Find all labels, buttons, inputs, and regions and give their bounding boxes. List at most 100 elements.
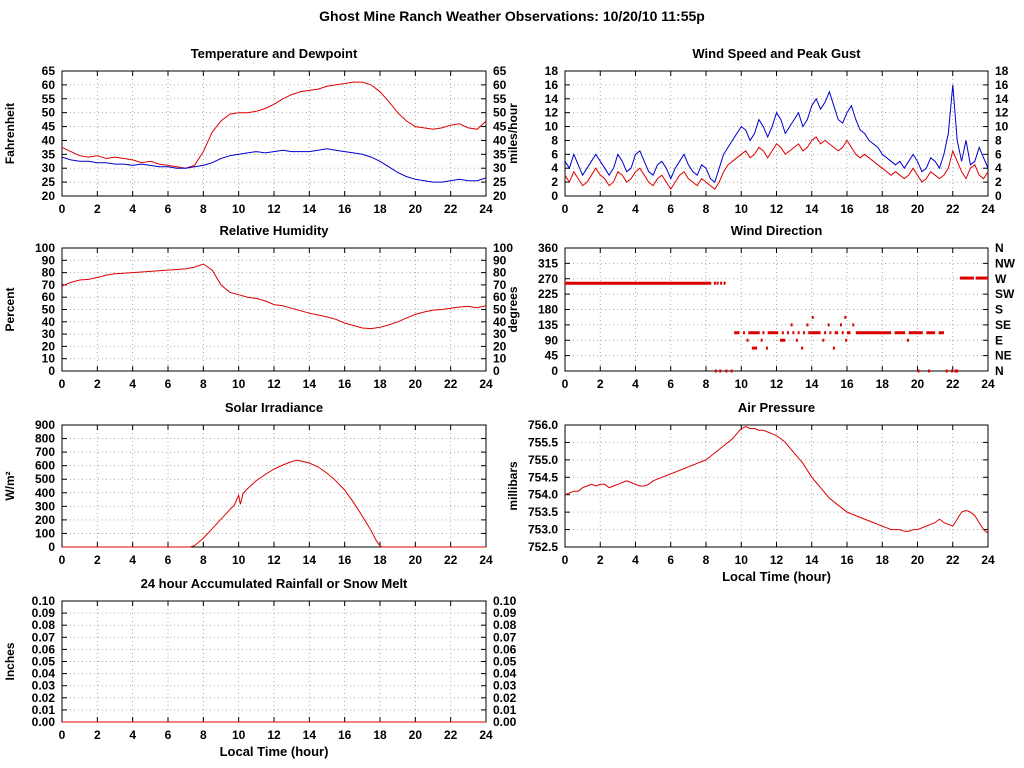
svg-text:18: 18 [373,202,387,216]
svg-text:200: 200 [35,513,55,527]
svg-text:0: 0 [59,377,66,391]
svg-text:18: 18 [876,202,890,216]
svg-text:0.04: 0.04 [32,667,56,681]
svg-text:80: 80 [42,266,56,280]
svg-text:35: 35 [42,147,56,161]
svg-text:270: 270 [538,272,558,286]
svg-text:90: 90 [493,253,507,267]
svg-text:10: 10 [42,352,56,366]
svg-text:16: 16 [995,78,1009,92]
svg-text:16: 16 [338,202,352,216]
svg-text:30: 30 [493,327,507,341]
svg-text:65: 65 [493,64,507,78]
svg-text:360: 360 [538,241,558,255]
chart-title-air-pressure: Air Pressure [737,400,816,415]
svg-text:0.08: 0.08 [493,618,517,632]
svg-text:2: 2 [551,175,558,189]
svg-text:14: 14 [995,92,1009,106]
svg-text:22: 22 [444,553,458,567]
svg-text:900: 900 [35,418,55,432]
chart-title-temperature-dewpoint: Temperature and Dewpoint [190,46,358,61]
svg-text:2: 2 [995,175,1002,189]
svg-text:50: 50 [42,106,56,120]
svg-text:0.00: 0.00 [493,715,517,729]
svg-text:18: 18 [876,377,890,391]
svg-text:135: 135 [538,318,558,332]
svg-text:22: 22 [946,377,960,391]
svg-text:20: 20 [911,377,925,391]
svg-text:0.01: 0.01 [493,703,517,717]
svg-text:4: 4 [129,553,136,567]
svg-text:24: 24 [479,728,493,742]
svg-text:0: 0 [493,364,500,378]
svg-text:millibars: millibars [506,461,520,511]
svg-text:12: 12 [995,106,1009,120]
svg-text:16: 16 [338,728,352,742]
svg-text:6: 6 [165,202,172,216]
svg-text:24: 24 [981,553,995,567]
svg-text:45: 45 [493,120,507,134]
svg-text:0: 0 [551,189,558,203]
svg-text:10: 10 [232,728,246,742]
svg-text:30: 30 [42,161,56,175]
svg-text:2: 2 [94,553,101,567]
svg-text:10: 10 [735,202,749,216]
svg-text:90: 90 [545,333,559,347]
svg-text:10: 10 [735,377,749,391]
svg-text:4: 4 [129,377,136,391]
svg-text:4: 4 [632,377,639,391]
svg-text:12: 12 [267,553,281,567]
svg-text:SE: SE [995,318,1011,332]
svg-text:4: 4 [995,161,1002,175]
svg-text:0.03: 0.03 [493,679,517,693]
svg-text:2: 2 [94,377,101,391]
svg-text:14: 14 [303,728,317,742]
svg-text:24: 24 [479,553,493,567]
svg-text:0.05: 0.05 [32,655,56,669]
svg-text:55: 55 [42,92,56,106]
svg-text:60: 60 [42,290,56,304]
svg-text:20: 20 [493,339,507,353]
svg-text:8: 8 [703,553,710,567]
svg-text:8: 8 [551,133,558,147]
svg-text:22: 22 [946,553,960,567]
svg-text:0: 0 [562,553,569,567]
svg-text:12: 12 [267,202,281,216]
svg-text:18: 18 [373,377,387,391]
svg-text:16: 16 [338,377,352,391]
svg-text:8: 8 [703,377,710,391]
svg-text:16: 16 [545,78,559,92]
svg-text:14: 14 [303,377,317,391]
svg-text:8: 8 [703,202,710,216]
svg-text:754.0: 754.0 [528,488,558,502]
svg-text:0.09: 0.09 [32,606,56,620]
svg-text:NE: NE [995,349,1012,363]
svg-text:14: 14 [545,92,559,106]
svg-text:2: 2 [597,553,604,567]
svg-text:24: 24 [981,202,995,216]
svg-text:0.07: 0.07 [32,630,56,644]
svg-text:0: 0 [48,540,55,554]
svg-text:50: 50 [493,106,507,120]
svg-text:0: 0 [59,202,66,216]
svg-text:25: 25 [42,175,56,189]
svg-text:40: 40 [42,133,56,147]
svg-text:24: 24 [981,377,995,391]
svg-text:Fahrenheit: Fahrenheit [3,103,17,164]
svg-text:0: 0 [59,553,66,567]
svg-text:Percent: Percent [3,287,17,331]
svg-text:4: 4 [632,553,639,567]
svg-text:0.06: 0.06 [32,642,56,656]
page-title: Ghost Mine Ranch Weather Observations: 1… [319,8,705,24]
svg-text:20: 20 [911,202,925,216]
relative-humidity-plot: 0102030405060708090100010203040506070809… [3,241,513,391]
svg-text:755.0: 755.0 [528,453,558,467]
svg-text:10: 10 [493,352,507,366]
svg-text:14: 14 [805,377,819,391]
svg-text:24: 24 [479,377,493,391]
